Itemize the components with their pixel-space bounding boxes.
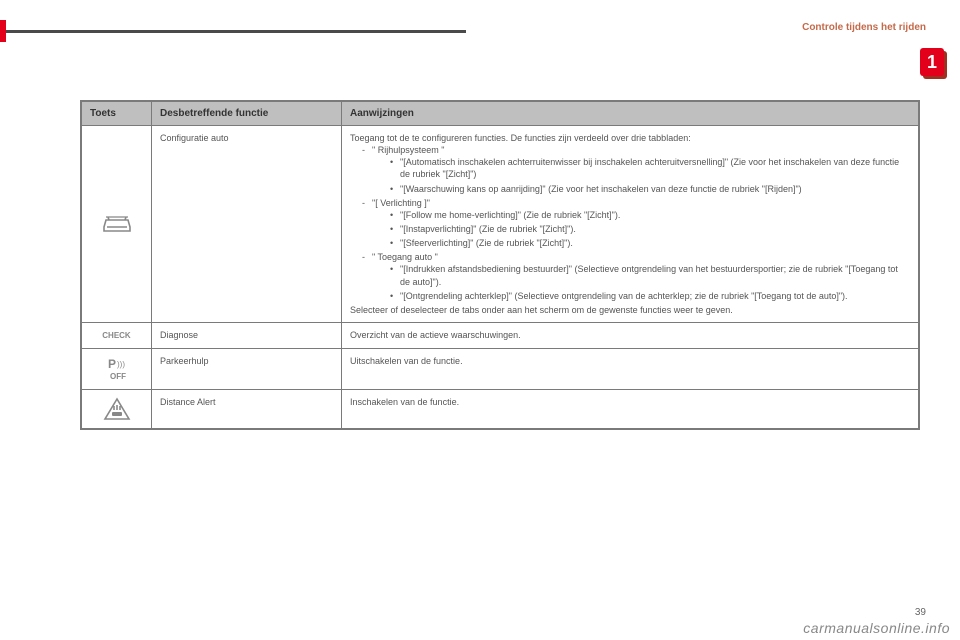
list-item: "[ Verlichting ]" "[Follow me home-verli…: [362, 197, 910, 250]
list-item-label: " Rijhulpsysteem ": [372, 145, 444, 155]
chapter-number: 1: [920, 48, 944, 76]
list-item-label: "[ Verlichting ]": [372, 198, 430, 208]
col-functie: Desbetreffende functie: [152, 102, 342, 126]
svg-text:P: P: [108, 357, 116, 371]
check-icon: CHECK: [82, 322, 152, 348]
list-item-label: " Toegang auto ": [372, 252, 438, 262]
chapter-badge: 1: [920, 48, 948, 80]
func-hint: Toegang tot de te configureren functies.…: [342, 126, 919, 323]
func-label: Parkeerhulp: [152, 348, 342, 389]
list-item: " Toegang auto " "[Indrukken afstandsbed…: [362, 251, 910, 302]
list-item: "[Automatisch inschakelen achterruitenwi…: [390, 156, 910, 180]
table-row: P ))) OFF Parkeerhulp Uitschakelen van d…: [82, 348, 919, 389]
hint-list: " Rijhulpsysteem " "[Automatisch inschak…: [350, 144, 910, 302]
func-label: Diagnose: [152, 322, 342, 348]
list-item: " Rijhulpsysteem " "[Automatisch inschak…: [362, 144, 910, 195]
table-row: Configuratie auto Toegang tot de te conf…: [82, 126, 919, 323]
table-row: Distance Alert Inschakelen van de functi…: [82, 389, 919, 428]
car-config-icon: [82, 126, 152, 323]
table-header-row: Toets Desbetreffende functie Aanwijzinge…: [82, 102, 919, 126]
col-toets: Toets: [82, 102, 152, 126]
func-hint: Uitschakelen van de functie.: [342, 348, 919, 389]
watermark: carmanualsonline.info: [803, 620, 950, 636]
svg-text:OFF: OFF: [110, 372, 126, 381]
warning-icon: [82, 389, 152, 428]
list-item: "[Instapverlichting]" (Zie de rubriek "[…: [390, 223, 910, 235]
hint-outro: Selecteer of deselecteer de tabs onder a…: [350, 304, 910, 316]
list-item: "[Indrukken afstandsbediening bestuurder…: [390, 263, 910, 287]
hint-intro: Toegang tot de te configureren functies.…: [350, 132, 910, 144]
col-aanwijzingen: Aanwijzingen: [342, 102, 919, 126]
page-number: 39: [915, 607, 926, 618]
func-hint: Overzicht van de actieve waarschuwingen.: [342, 322, 919, 348]
svg-text:))): ))): [117, 360, 125, 369]
table-row: CHECK Diagnose Overzicht van de actieve …: [82, 322, 919, 348]
list-item: "[Waarschuwing kans op aanrijding]" (Zie…: [390, 183, 910, 195]
p-off-icon: P ))) OFF: [82, 348, 152, 389]
functions-table: Toets Desbetreffende functie Aanwijzinge…: [80, 100, 920, 430]
header-rule: [6, 30, 466, 33]
func-label: Distance Alert: [152, 389, 342, 428]
list-item: "[Follow me home-verlichting]" (Zie de r…: [390, 209, 910, 221]
list-item: "[Ontgrendeling achterklep]" (Selectieve…: [390, 290, 910, 302]
check-icon-label: CHECK: [102, 331, 130, 340]
func-label: Configuratie auto: [152, 126, 342, 323]
func-hint: Inschakelen van de functie.: [342, 389, 919, 428]
list-item: "[Sfeerverlichting]" (Zie de rubriek "[Z…: [390, 237, 910, 249]
section-title: Controle tijdens het rijden: [802, 22, 926, 33]
